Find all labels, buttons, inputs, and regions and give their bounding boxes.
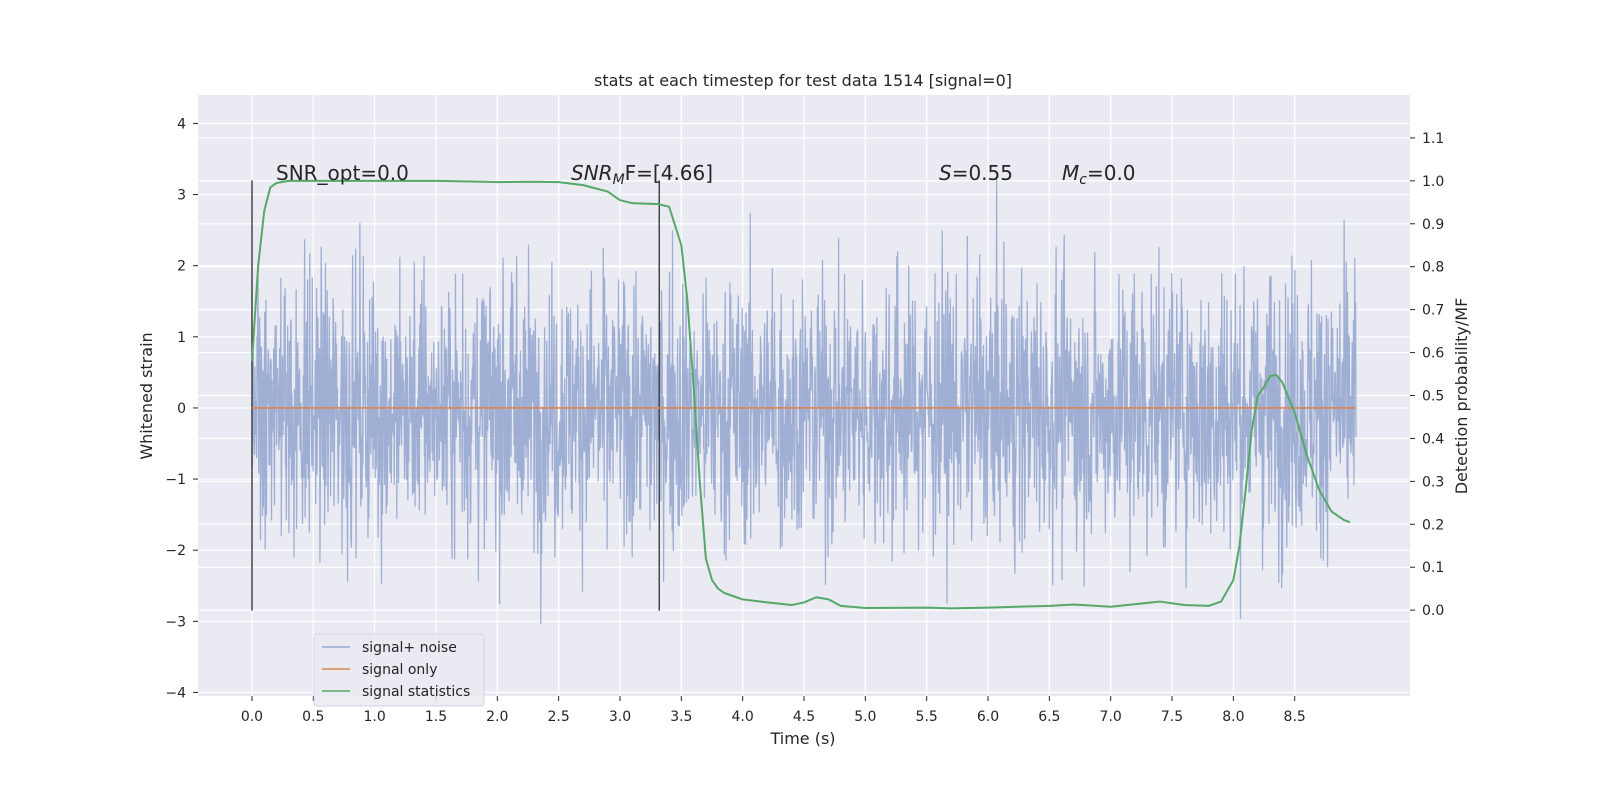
- legend-box: [313, 633, 485, 707]
- annotation-snr-mf-rest: F=[4.66]: [625, 161, 713, 185]
- x-tick-label: 7.0: [1100, 709, 1122, 725]
- y-axis-right-label: Detection probability/MF: [1452, 298, 1471, 495]
- annotation-s: S=0.55: [939, 161, 1013, 185]
- x-tick-label: 8.0: [1222, 709, 1244, 725]
- x-tick-label: 3.5: [670, 709, 692, 725]
- annotation-s-rest: =0.55: [952, 161, 1013, 185]
- x-tick-label: 2.5: [548, 709, 570, 725]
- annotation-snr-mf-main: SNR: [571, 161, 613, 185]
- y-left-tick-label: 0: [177, 401, 186, 417]
- x-tick-label: 2.0: [486, 709, 508, 725]
- annotation-mc-main: M: [1062, 161, 1079, 185]
- legend-entry-signal-noise: signal+ noise: [362, 640, 457, 656]
- x-tick-label: 6.0: [977, 709, 999, 725]
- annotation-snr-mf: SNRMF=[4.66]: [571, 161, 713, 188]
- y-left-tick-label: −2: [165, 543, 186, 559]
- x-tick-label: 1.5: [425, 709, 447, 725]
- y-left-tick-label: −4: [165, 685, 186, 701]
- x-tick-label: 3.0: [609, 709, 631, 725]
- y-right-tick-label: 0.8: [1422, 260, 1444, 276]
- y-right-tick-label: 0.3: [1422, 474, 1444, 490]
- y-right-tick-label: 0.7: [1422, 303, 1444, 319]
- x-tick-label: 5.0: [854, 709, 876, 725]
- annotation-snr-opt: SNR_opt=0.0: [276, 161, 409, 185]
- x-tick-label: 4.5: [793, 709, 815, 725]
- annotation-mc: Mc=0.0: [1062, 161, 1136, 188]
- y-right-tick-label: 0.1: [1422, 560, 1444, 576]
- x-axis-label: Time (s): [769, 729, 835, 748]
- vlines: [251, 180, 660, 611]
- y-left-tick-label: 1: [177, 330, 186, 346]
- y-left-tick-label: 3: [177, 188, 186, 204]
- x-tick-label: 5.5: [916, 709, 938, 725]
- x-tick-label: 6.5: [1038, 709, 1060, 725]
- y-right-tick-label: 0.0: [1422, 603, 1444, 619]
- x-tick-label: 0.0: [241, 709, 263, 725]
- y-right-tick-label: 0.9: [1422, 217, 1444, 233]
- y-axis-left-label: Whitened strain: [137, 332, 156, 459]
- legend-entry-signal-statistics: signal statistics: [362, 684, 470, 700]
- signal-statistics-line: [250, 179, 1351, 610]
- x-tick-label: 7.5: [1161, 709, 1183, 725]
- tick-layer: 0.0 0.5 1.0 1.5 2.0 2.5 3.0 3.5 4.0 4.5 5.0 5.5 6.0 6…: [165, 116, 1444, 725]
- y-left-tick-label: −3: [165, 614, 186, 630]
- x-tick-label: 4.0: [732, 709, 754, 725]
- x-tick-label: 8.5: [1284, 709, 1306, 725]
- line-series-layer: [250, 179, 1357, 610]
- legend-entry-signal-only: signal only: [362, 662, 437, 678]
- y-right-tick-label: 0.5: [1422, 389, 1444, 405]
- y-left-tick-label: 4: [177, 116, 186, 132]
- y-right-tick-label: 1.1: [1422, 131, 1444, 147]
- x-tick-label: 0.5: [302, 709, 324, 725]
- y-right-tick-label: 1.0: [1422, 174, 1444, 190]
- annotation-snr-mf-sub: M: [613, 172, 625, 188]
- y-right-tick-label: 0.6: [1422, 346, 1444, 362]
- annotation-mc-rest: =0.0: [1087, 161, 1136, 185]
- annotation-s-main: S: [939, 161, 952, 185]
- x-tick-label: 1.0: [364, 709, 386, 725]
- y-left-tick-label: −1: [165, 472, 186, 488]
- chart-title: stats at each timestep for test data 151…: [594, 71, 1012, 90]
- y-left-tick-label: 2: [177, 259, 186, 275]
- annotation-mc-sub: c: [1079, 172, 1087, 188]
- legend: signal+ noise signal only signal statist…: [313, 633, 485, 707]
- y-right-tick-label: 0.2: [1422, 517, 1444, 533]
- y-right-tick-label: 0.4: [1422, 431, 1444, 447]
